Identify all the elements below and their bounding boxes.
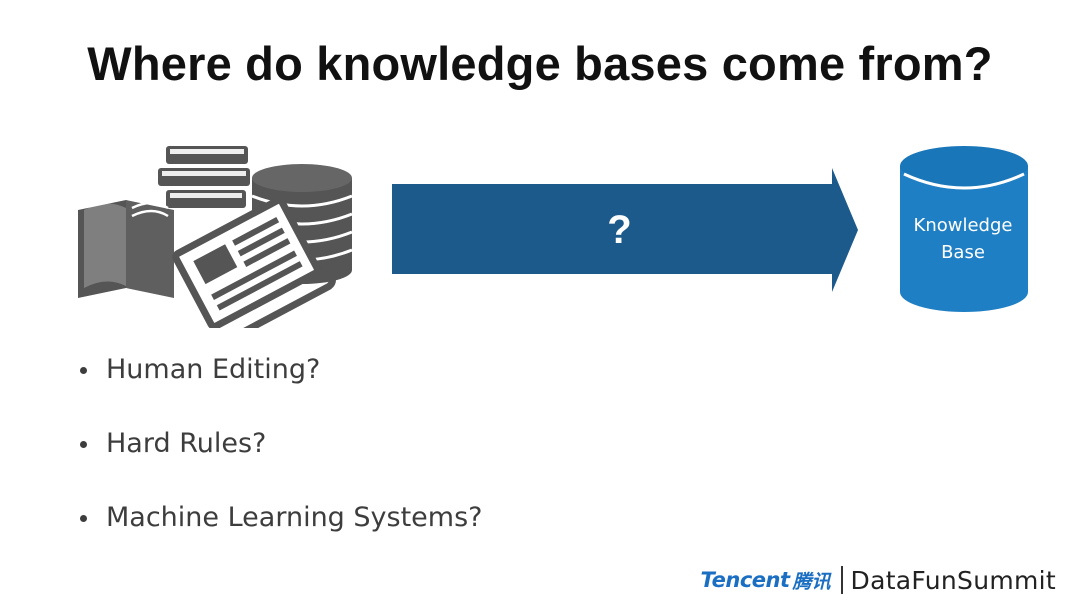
bullet-text: Hard Rules? (106, 428, 267, 459)
newspaper-icon (172, 196, 336, 328)
bullet-item-hard-rules: Hard Rules? (78, 422, 482, 496)
bullet-list: Human Editing? Hard Rules? Machine Learn… (78, 348, 482, 570)
bullet-item-ml-systems: Machine Learning Systems? (78, 496, 482, 570)
sources-illustration (78, 146, 353, 328)
knowledge-base-label: Knowledge Base (896, 212, 1030, 266)
brand-separator (840, 566, 843, 594)
datafunsummit-logo-text: DataFunSummit (850, 565, 1056, 595)
bullet-dot (80, 441, 87, 448)
bullet-text: Machine Learning Systems? (106, 502, 483, 533)
bullet-item-human-editing: Human Editing? (78, 348, 482, 422)
bullet-dot (80, 367, 87, 374)
bullet-dot (80, 515, 87, 522)
open-book-icon (78, 200, 174, 298)
bullet-text: Human Editing? (106, 354, 321, 385)
footer-brand: Tencent 腾讯 DataFunSummit (701, 562, 1056, 598)
tencent-logo-text: Tencent (700, 568, 791, 592)
books-icon (158, 146, 250, 208)
knowledge-base-cylinder-icon (900, 146, 1028, 312)
knowledge-base-label-line2: Base (941, 242, 985, 263)
tencent-cn-logo-text: 腾讯 (792, 570, 831, 593)
process-arrow (392, 168, 858, 292)
slide-title: Where do knowledge bases come from? (87, 37, 993, 90)
arrow-question-label: ? (607, 208, 632, 252)
knowledge-base-label-line1: Knowledge (913, 215, 1013, 236)
